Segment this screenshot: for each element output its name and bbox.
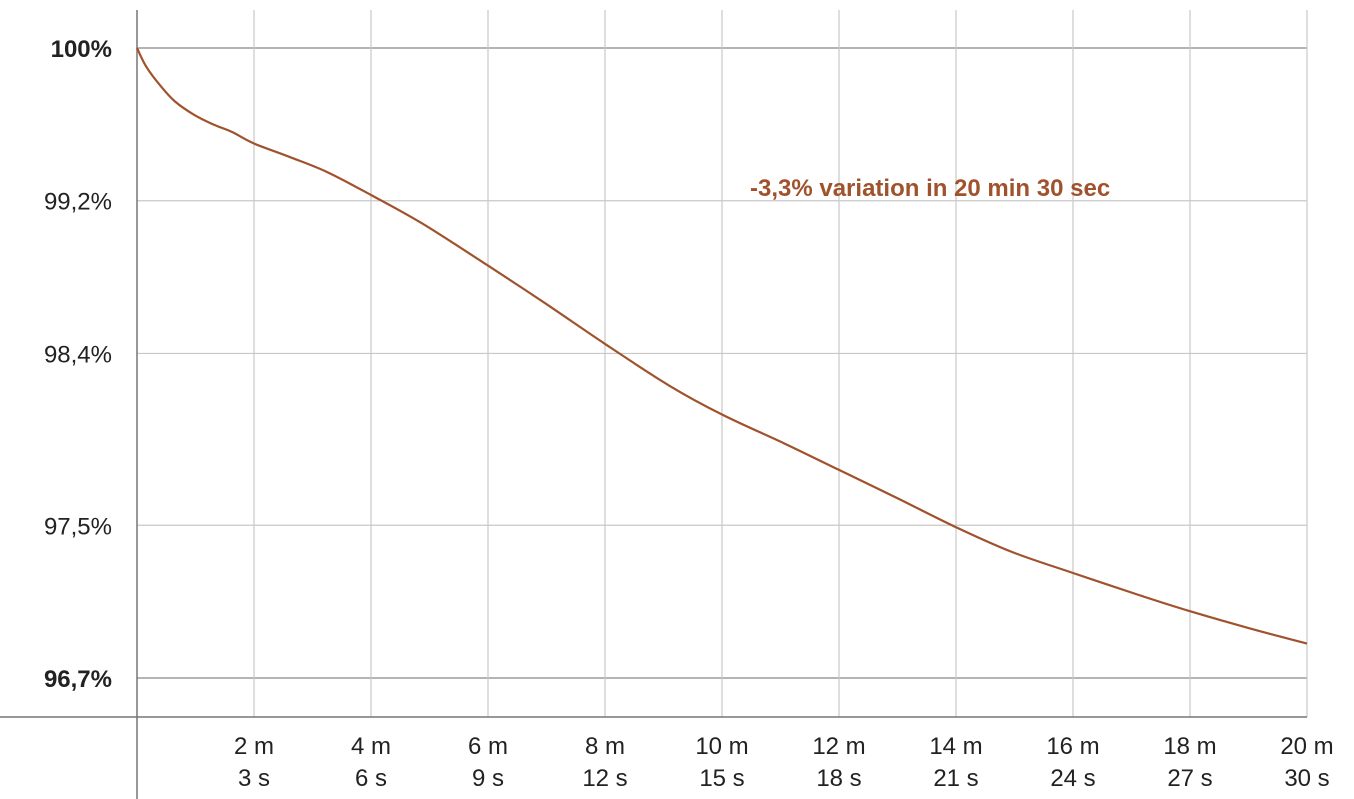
x-tick-label: 15 s (699, 765, 744, 792)
x-tick-label: 9 s (472, 765, 504, 792)
grid (137, 10, 1308, 717)
x-tick-label: 18 m (1163, 733, 1216, 760)
x-tick-label: 16 m (1046, 733, 1099, 760)
x-tick-label: 12 m (812, 733, 865, 760)
y-tick-label: 98,4% (44, 341, 112, 368)
x-tick-label: 21 s (933, 765, 978, 792)
x-tick-label: 18 s (816, 765, 861, 792)
x-tick-label: 8 m (585, 733, 625, 760)
x-tick-label: 2 m (234, 733, 274, 760)
x-tick-label: 6 s (355, 765, 387, 792)
x-tick-label: 12 s (582, 765, 627, 792)
variation-annotation: -3,3% variation in 20 min 30 sec (750, 175, 1110, 202)
x-tick-label: 27 s (1167, 765, 1212, 792)
x-tick-label: 10 m (695, 733, 748, 760)
y-tick-label: 99,2% (44, 189, 112, 216)
y-tick-label: 96,7% (44, 666, 112, 693)
x-tick-label: 14 m (929, 733, 982, 760)
y-tick-labels: 100% 99,2% 98,4% 97,5% 96,7% (44, 36, 112, 693)
y-tick-label: 97,5% (44, 513, 112, 540)
x-tick-label: 30 s (1284, 765, 1329, 792)
x-tick-labels: 2 m 3 s 4 m 6 s 6 m 9 s 8 m 12 s 10 m 15 s 12 m 18 … (234, 733, 1334, 792)
series-line (136, 47, 1308, 645)
x-tick-label: 6 m (468, 733, 508, 760)
x-tick-label: 4 m (351, 733, 391, 760)
x-tick-label: 24 s (1050, 765, 1095, 792)
x-tick-label: 20 m (1280, 733, 1333, 760)
axes (0, 10, 1307, 799)
x-tick-label: 3 s (238, 765, 270, 792)
series (136, 47, 1308, 645)
y-tick-label: 100% (51, 36, 112, 63)
